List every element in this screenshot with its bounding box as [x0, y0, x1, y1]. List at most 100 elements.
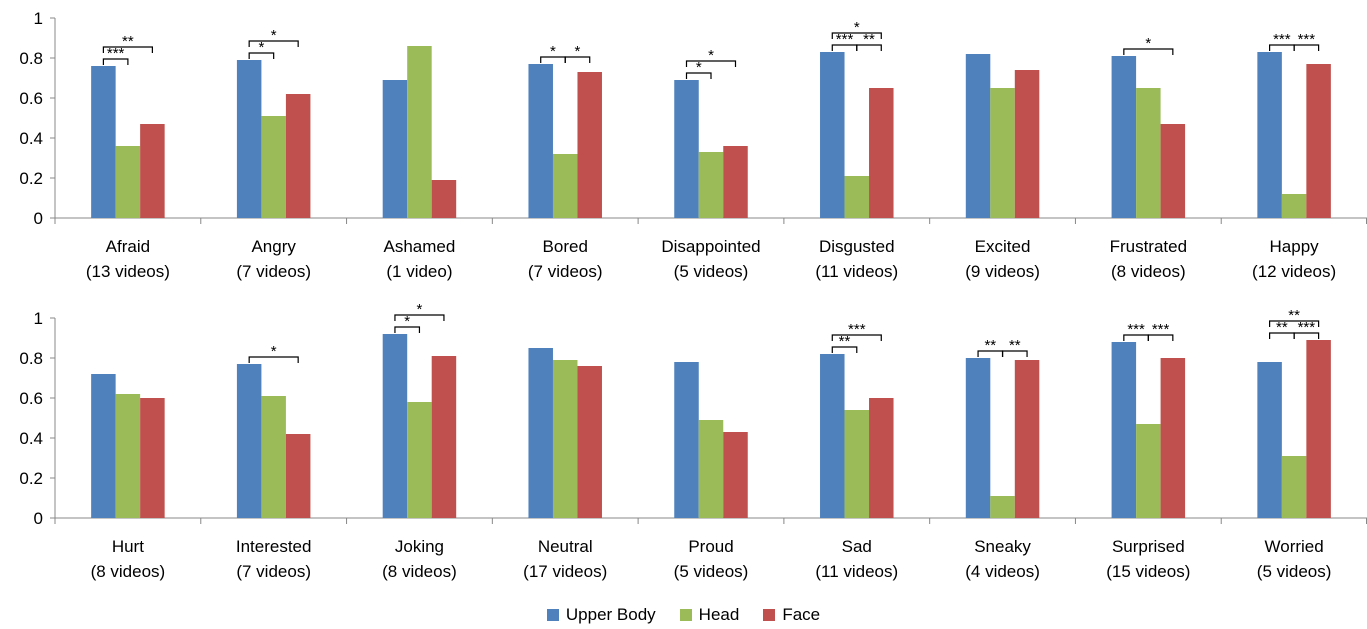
significance-label: *: [854, 19, 860, 36]
significance-label: ***: [1127, 321, 1145, 338]
significance-label: *: [271, 27, 277, 44]
x-category-count-label: (5 videos): [1257, 562, 1332, 581]
bar-face: [577, 72, 602, 218]
y-tick-label: 0.2: [19, 169, 43, 188]
bar-head: [990, 88, 1015, 218]
bar-head: [115, 394, 141, 518]
x-category-count-label: (13 videos): [86, 262, 170, 281]
y-tick-label: 0.6: [19, 89, 43, 108]
bar-head: [844, 176, 870, 218]
bar-head: [698, 152, 724, 218]
x-category-label: Surprised: [1112, 537, 1185, 556]
bar-face: [1014, 360, 1040, 518]
x-category-label: Disappointed: [661, 237, 760, 256]
legend-label-face: Face: [782, 605, 821, 624]
y-tick-label: 1: [34, 309, 43, 328]
bar-upper-body: [91, 374, 116, 518]
legend-swatch-face: [763, 609, 776, 621]
x-category-count-label: (11 videos): [815, 262, 898, 281]
bar-face: [723, 146, 748, 218]
bar-face: [1306, 340, 1331, 518]
bar-upper-body: [674, 80, 699, 218]
bar-face: [1306, 64, 1331, 218]
significance-label: ***: [1273, 31, 1291, 48]
x-category-label: Proud: [688, 537, 733, 556]
x-category-label: Afraid: [106, 237, 150, 256]
significance-label: *: [417, 301, 423, 318]
x-category-label: Happy: [1270, 237, 1320, 256]
significance-bracket: [1293, 332, 1320, 339]
x-category-count-label: (8 videos): [382, 562, 457, 581]
y-tick-label: 0: [34, 209, 43, 228]
x-category-label: Disgusted: [819, 237, 895, 256]
x-category-count-label: (1 video): [386, 262, 452, 281]
legend-item-head: Head: [679, 605, 739, 625]
bar-face: [431, 356, 457, 518]
x-category-label: Worried: [1265, 537, 1324, 556]
bar-head: [1136, 424, 1161, 518]
significance-bracket: [248, 40, 299, 47]
significance-bracket: [248, 52, 275, 59]
significance-bracket: [102, 46, 153, 53]
x-category-label: Excited: [975, 237, 1031, 256]
significance-bracket: [394, 314, 445, 321]
bar-upper-body: [528, 64, 553, 218]
legend-item-face: Face: [763, 605, 820, 625]
legend-swatch-head: [679, 609, 692, 621]
significance-label: *: [258, 39, 264, 56]
significance-bracket: [831, 346, 858, 353]
significance-label: **: [839, 333, 851, 350]
y-tick-label: 0.4: [19, 429, 43, 448]
x-category-label: Frustrated: [1110, 237, 1187, 256]
significance-label: **: [1276, 319, 1288, 336]
chart-panel-2: 0 0.2 0.4 0.6 0.8 1 Hurt (8 videos) Interested (7…: [19, 301, 1367, 581]
significance-bracket: [248, 356, 299, 363]
x-category-count-label: (15 videos): [1106, 562, 1190, 581]
x-category-count-label: (7 videos): [236, 262, 311, 281]
bar-head: [1281, 194, 1307, 218]
x-category-label: Sneaky: [974, 537, 1031, 556]
bar-head: [115, 146, 141, 218]
significance-bracket: [102, 58, 129, 65]
significance-bracket: [856, 44, 882, 51]
bar-head: [407, 46, 432, 218]
significance-label: *: [696, 59, 702, 76]
bar-face: [869, 88, 894, 218]
y-tick-label: 0.6: [19, 389, 43, 408]
x-category-label: Joking: [395, 537, 444, 556]
x-category-count-label: (8 videos): [91, 562, 166, 581]
bar-head: [552, 154, 578, 218]
bar-head: [261, 116, 286, 218]
bar-face: [1160, 358, 1186, 518]
x-category-label: Interested: [236, 537, 312, 556]
bar-upper-body: [965, 358, 991, 518]
significance-label: *: [575, 43, 581, 60]
x-category-count-label: (7 videos): [528, 262, 603, 281]
bar-face: [1014, 70, 1040, 218]
bar-upper-body: [382, 334, 408, 518]
bar-upper-body: [528, 348, 553, 518]
bar-upper-body: [1111, 342, 1137, 518]
y-tick-label: 0.8: [19, 349, 43, 368]
significance-bracket: [831, 32, 882, 39]
significance-bracket: [831, 334, 882, 341]
legend-label-upper-body: Upper Body: [565, 605, 656, 624]
significance-bracket: [1269, 320, 1320, 327]
significance-bracket: [394, 326, 421, 333]
significance-label: ***: [107, 45, 125, 62]
bar-head: [261, 396, 286, 518]
legend-item-upper-body: Upper Body: [546, 605, 656, 625]
bar-face: [285, 434, 311, 518]
significance-label: **: [863, 31, 875, 48]
significance-label: **: [984, 337, 996, 354]
significance-label: ***: [848, 321, 866, 338]
bar-head: [1136, 88, 1161, 218]
x-category-count-label: (11 videos): [815, 562, 898, 581]
x-category-label: Neutral: [538, 537, 593, 556]
bar-upper-body: [820, 354, 845, 518]
bar-head: [552, 360, 578, 518]
y-tick-label: 0.2: [19, 469, 43, 488]
bar-face: [1160, 124, 1186, 218]
significance-label: **: [122, 33, 134, 50]
